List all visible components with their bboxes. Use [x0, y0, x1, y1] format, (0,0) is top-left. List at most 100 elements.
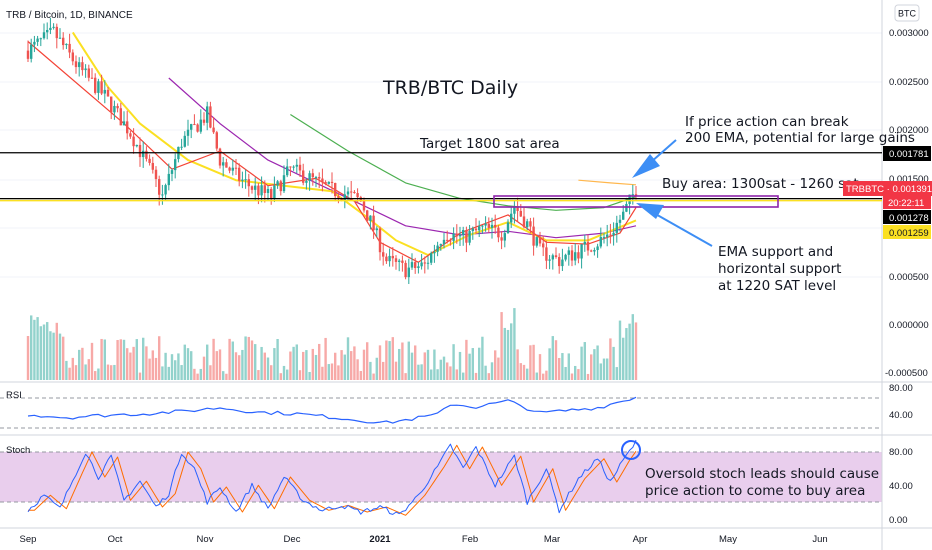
arrow-to-ema-support[interactable]: [636, 203, 713, 247]
candle-body: [503, 233, 506, 241]
volume-bar: [433, 349, 436, 380]
volume-bar: [500, 312, 503, 380]
volume-bar: [87, 359, 90, 380]
ema-support-annotation-line1[interactable]: EMA support and: [718, 244, 833, 260]
candle-body: [222, 162, 225, 166]
candle-body: [135, 144, 138, 147]
currency-button[interactable]: BTC: [898, 9, 917, 19]
volume-bar: [615, 367, 618, 380]
candle-body: [567, 250, 570, 255]
candle-body: [273, 185, 276, 199]
volume-bar: [186, 348, 190, 380]
volume-bar: [311, 348, 314, 380]
target-annotation[interactable]: Target 1800 sat area: [419, 136, 560, 152]
volume-bar: [554, 340, 558, 380]
stoch-label[interactable]: Stoch: [6, 445, 30, 456]
stoch-annotation-line1[interactable]: Oversold stoch leads should cause: [645, 466, 879, 482]
price-tag-1259[interactable]: 0.001259: [883, 225, 931, 239]
current-price-tag[interactable]: TRBBTC · 0.001391 20:22:11: [843, 181, 932, 209]
candle-body: [369, 215, 372, 222]
volume-bar: [481, 336, 484, 380]
break-ema-annotation-line2[interactable]: 200 EMA, potential for large gains: [685, 130, 915, 146]
candle-body: [388, 255, 391, 262]
candle-body: [30, 44, 33, 59]
buy-area-box[interactable]: [493, 195, 779, 208]
candle-body: [471, 228, 474, 231]
price-tag-1278[interactable]: 0.001278: [883, 210, 931, 224]
buy-area-annotation[interactable]: Buy area: 1300sat - 1260 sat: [662, 176, 859, 192]
candle-body: [580, 244, 583, 259]
volume-bar: [81, 347, 84, 380]
volume-bar: [634, 322, 638, 380]
break-ema-annotation-line1[interactable]: If price action can break: [685, 114, 849, 130]
candle-body: [404, 262, 407, 278]
volume-bar: [570, 373, 574, 380]
rsi-label[interactable]: RSI: [6, 390, 22, 401]
volume-bar: [583, 342, 586, 380]
volume-bar: [94, 371, 97, 380]
candle-body: [270, 188, 273, 199]
candle-body: [206, 106, 209, 123]
volume-bar: [110, 365, 113, 380]
volume-bar: [558, 357, 561, 380]
symbol-title[interactable]: TRB / Bitcoin, 1D, BINANCE: [6, 10, 133, 21]
volume-bar: [324, 337, 327, 380]
volume-bar: [78, 349, 81, 380]
volume-bar: [417, 364, 420, 380]
rsi-tick: 40.00: [889, 410, 913, 421]
price-tick: 0.002000: [889, 125, 929, 136]
stoch-annotation-line2[interactable]: price action to come to buy area: [645, 483, 865, 499]
candle-body: [298, 164, 302, 171]
volume-bar: [286, 369, 289, 380]
candle-body: [308, 173, 311, 181]
ema-100-line: [168, 77, 637, 239]
volume-bar: [151, 350, 154, 380]
volume-bar: [122, 339, 126, 380]
candle-body: [81, 62, 84, 71]
time-axis[interactable]: Sep Oct Nov Dec 2021 Feb Mar Apr May Jun: [20, 534, 828, 545]
volume-bar: [282, 365, 286, 380]
volume-bar: [292, 346, 295, 380]
volume-bar: [145, 346, 148, 380]
candle-body: [52, 26, 55, 28]
chart-title-annotation[interactable]: TRB/BTC Daily: [382, 77, 518, 99]
horizontal-levels[interactable]: [0, 152, 882, 202]
volume-bar: [564, 366, 567, 380]
candle-body: [148, 158, 151, 163]
svg-text:0.001259: 0.001259: [889, 228, 929, 239]
volume-bar: [58, 333, 62, 380]
candle-body: [442, 239, 446, 245]
volume-bar: [567, 353, 570, 380]
arrow-to-200-ema[interactable]: [632, 139, 677, 178]
candle-body: [218, 148, 222, 166]
candle-body: [583, 241, 586, 245]
candle-body: [570, 250, 574, 261]
svg-text:0.001278: 0.001278: [889, 213, 929, 224]
candle-body: [628, 194, 631, 204]
volume-bar: [487, 373, 490, 380]
price-axis[interactable]: 0.003000 0.002500 0.002000 0.001500 0.00…: [885, 28, 929, 379]
volume-bar: [212, 338, 215, 380]
svg-text:20:22:11: 20:22:11: [888, 198, 924, 209]
candle-body: [612, 232, 615, 236]
volume-bar: [90, 342, 94, 380]
ema-support-annotation-line3[interactable]: at 1220 SAT level: [718, 278, 836, 294]
svg-text:0.001781: 0.001781: [889, 149, 929, 160]
currency-button-frame[interactable]: [894, 4, 920, 22]
volume-bar: [247, 336, 250, 380]
candle-body: [391, 255, 394, 259]
candle-body: [529, 221, 532, 227]
stoch-highlight-circle[interactable]: [621, 440, 641, 460]
volume-bar: [266, 357, 270, 380]
candle-body: [558, 257, 561, 267]
candle-body: [196, 124, 199, 132]
price-tick: -0.000500: [885, 368, 928, 379]
volume-bar: [599, 363, 602, 380]
price-tag-1781[interactable]: 0.001781: [883, 146, 931, 161]
ema-support-annotation-line2[interactable]: horizontal support: [718, 261, 841, 277]
volume-bar: [308, 371, 311, 380]
candle-body: [426, 262, 430, 264]
volume-bar: [129, 352, 132, 380]
candle-body: [238, 167, 241, 181]
